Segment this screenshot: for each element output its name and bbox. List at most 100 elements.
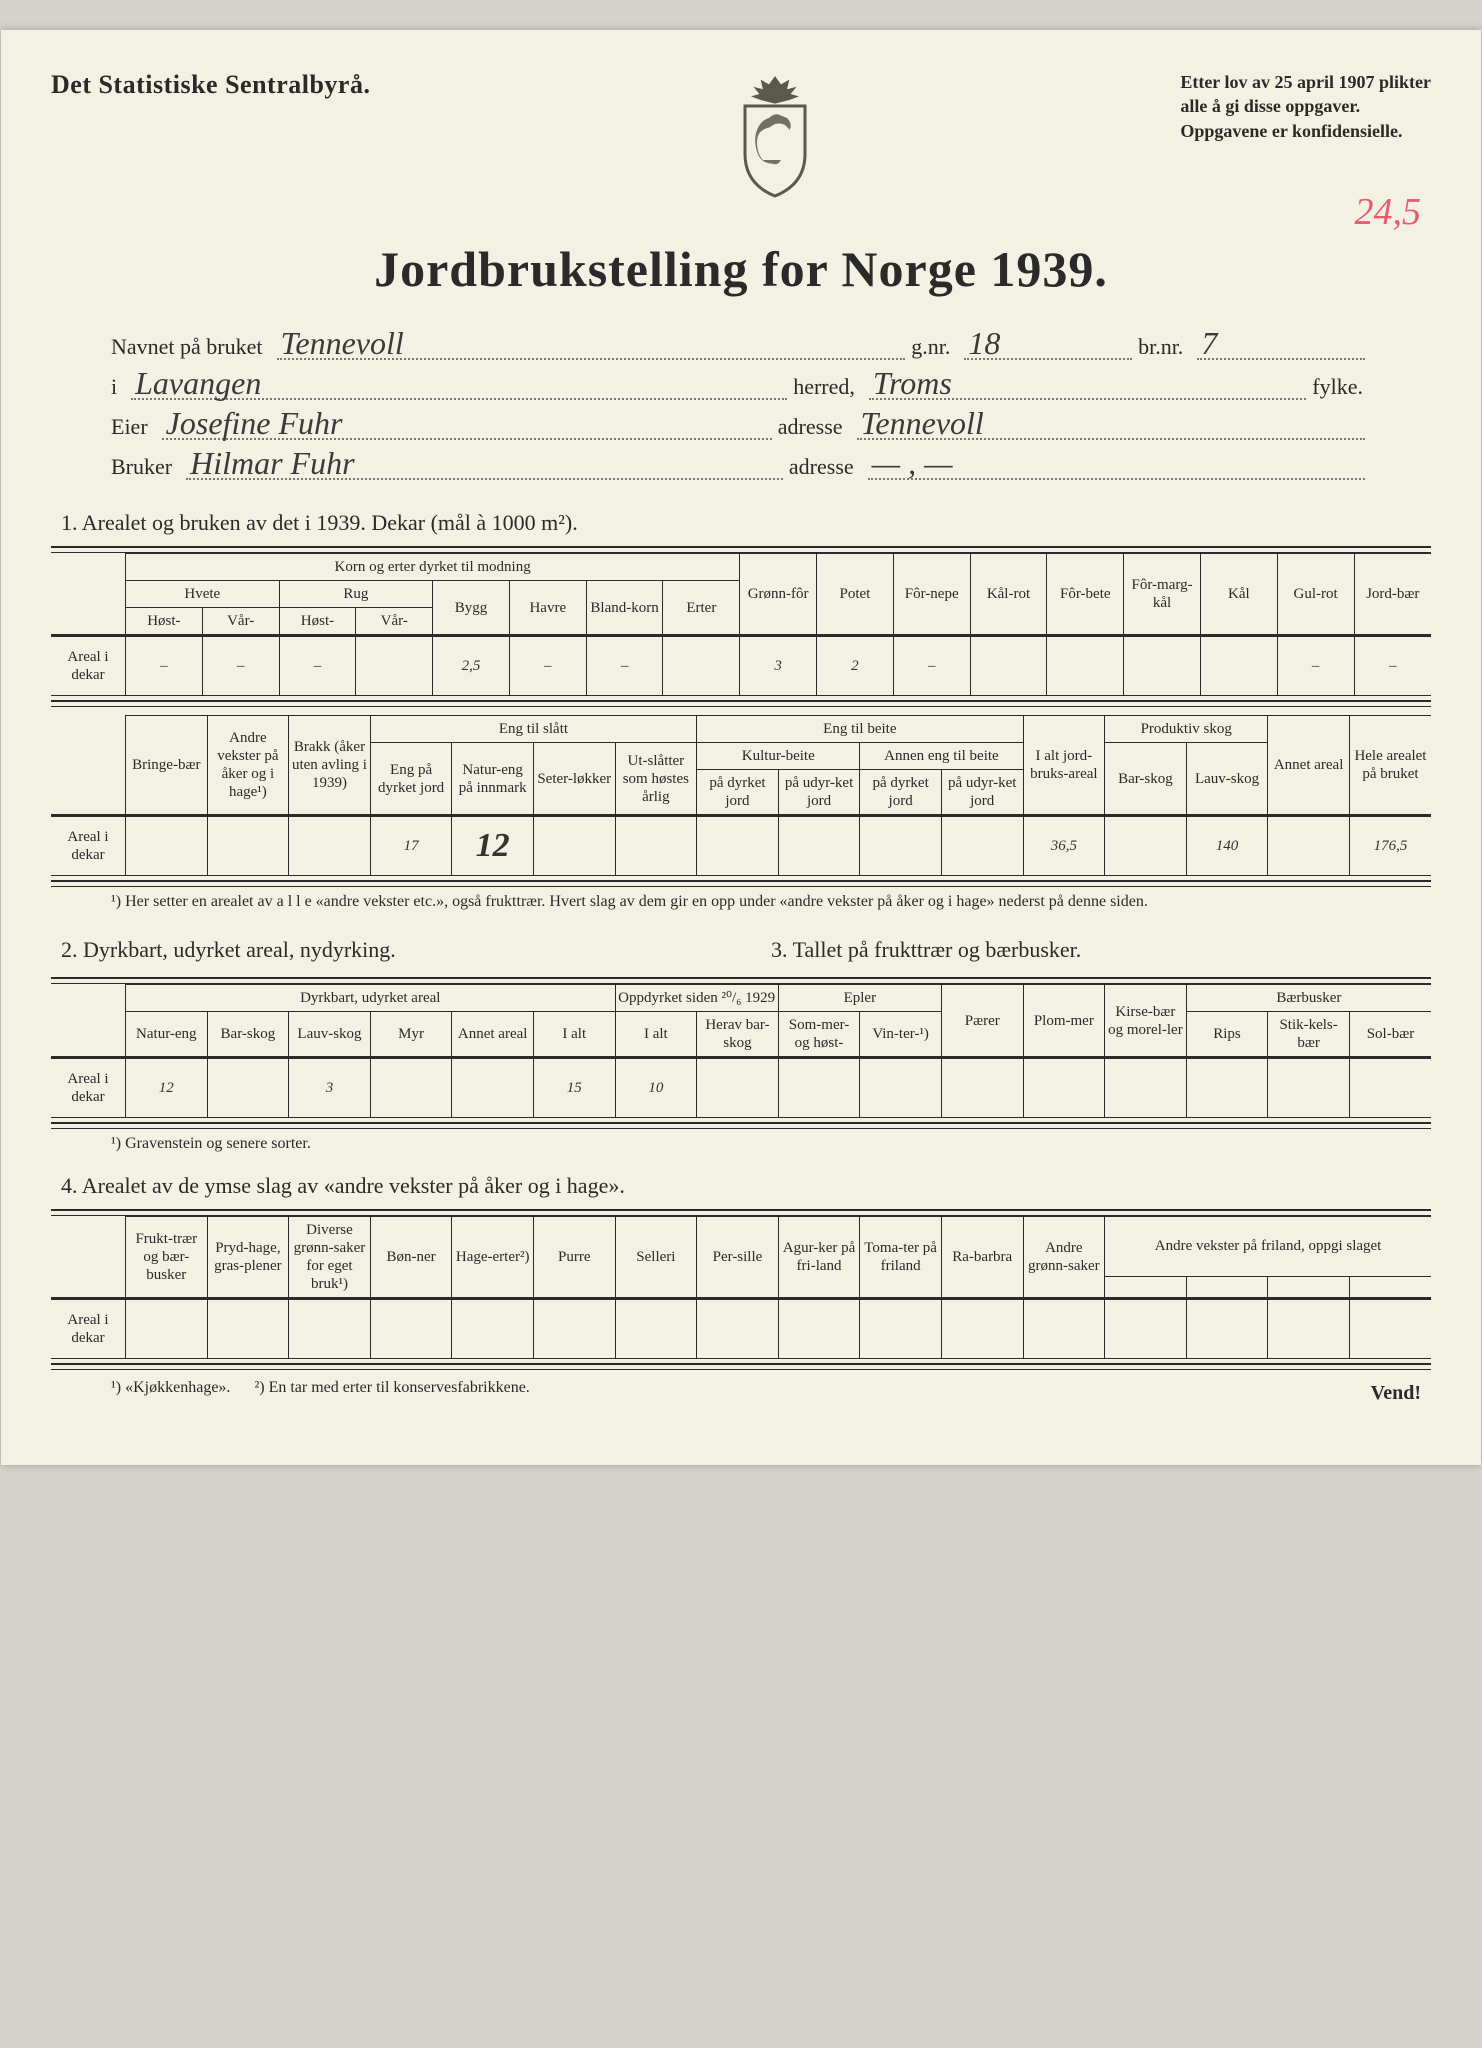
kalrot-col: Kål-rot: [970, 554, 1047, 636]
legal-notice: Etter lov av 25 april 1907 plikter alle …: [1180, 70, 1431, 143]
cell: –: [893, 636, 970, 696]
cell: [778, 1299, 860, 1359]
table-2-3: Dyrkbart, udyrket areal Oppdyrket siden …: [51, 984, 1431, 1118]
cell: [1023, 1058, 1105, 1118]
nat2-value: 12: [126, 1058, 208, 1118]
section-2-footnote: ¹) Gravenstein og senere sorter.: [111, 1135, 1431, 1153]
bruker-label: Bruker: [111, 454, 180, 480]
rips-col: Rips: [1186, 1012, 1268, 1058]
cell: –: [202, 636, 279, 696]
seter-col: Seter-løkker: [533, 743, 615, 816]
cell: [1186, 1299, 1268, 1359]
blandkorn-col: Bland-korn: [586, 581, 663, 636]
kb-udyrket: på udyr-ket jord: [778, 770, 860, 816]
cell: [941, 816, 1023, 876]
gnr-label: g.nr.: [911, 334, 958, 360]
cell: [370, 1058, 452, 1118]
brnr-label: br.nr.: [1138, 334, 1191, 360]
cell: [1105, 1299, 1187, 1359]
eier-value: Josefine Fuhr: [166, 405, 343, 442]
cell: [663, 636, 740, 696]
natureng-col: Natur-eng på innmark: [452, 743, 534, 816]
cell: [289, 816, 371, 876]
hvete-var: Vår-: [202, 608, 279, 636]
cell: [1268, 1058, 1350, 1118]
paerer-col: Pærer: [941, 985, 1023, 1058]
property-form: Navnet på bruket Tennevoll g.nr. 18 br.n…: [111, 328, 1371, 480]
header: Det Statistiske Sentralbyrå. Etter lov a…: [51, 70, 1431, 200]
cell: [452, 1058, 534, 1118]
cell: [1186, 1058, 1268, 1118]
vinter-col: Vin-ter-¹): [860, 1012, 942, 1058]
barskog2-col: Bar-skog: [207, 1012, 289, 1058]
ialt-value: 36,5: [1023, 816, 1105, 876]
prod-skog-header: Produktiv skog: [1105, 716, 1268, 743]
havre-col: Havre: [509, 581, 586, 636]
areal-label-2: Areal i dekar: [51, 1058, 126, 1118]
table-1a: Korn og erter dyrket til modning Grønn-f…: [51, 553, 1431, 696]
table-1b: Bringe-bær Andre vekster på åker og i ha…: [51, 715, 1431, 876]
cell: [697, 816, 779, 876]
eier-adr-value: Tennevoll: [861, 405, 984, 442]
plommer-col: Plom-mer: [1023, 985, 1105, 1058]
cell: [126, 816, 208, 876]
baerbusker-header: Bærbusker: [1186, 985, 1431, 1012]
cell: –: [509, 636, 586, 696]
diverse-col: Diverse grønn-saker for eget bruk¹): [289, 1217, 371, 1299]
friland-3: [1268, 1276, 1350, 1298]
legal-line-3: Oppgavene er konfidensielle.: [1180, 119, 1431, 143]
agency-name: Det Statistiske Sentralbyrå.: [51, 70, 370, 100]
cell: –: [1277, 636, 1354, 696]
ialt2-col: I alt: [533, 1012, 615, 1058]
cell: [1349, 1299, 1431, 1359]
navnet-value: Tennevoll: [281, 325, 404, 362]
rabarbra-col: Ra-barbra: [941, 1217, 1023, 1299]
bruker-value: Hilmar Fuhr: [190, 445, 354, 482]
gronnfor-value: 3: [740, 636, 817, 696]
cell: [289, 1299, 371, 1359]
hele-value: 176,5: [1349, 816, 1431, 876]
cell: [452, 1299, 534, 1359]
friland-2: [1186, 1276, 1268, 1298]
eng-beite-header: Eng til beite: [697, 716, 1023, 743]
fornepe-col: Fôr-nepe: [893, 554, 970, 636]
korn-header: Korn og erter dyrket til modning: [126, 554, 740, 581]
cell: [970, 636, 1047, 696]
cell: [533, 816, 615, 876]
section-4-footnote-1: ¹) «Kjøkkenhage».: [111, 1379, 230, 1396]
red-annotation: 24,5: [1355, 190, 1422, 234]
andre-gronn-col: Andre grønn-saker: [1023, 1217, 1105, 1299]
lauvskog2-col: Lauv-skog: [289, 1012, 371, 1058]
cell: [1200, 636, 1277, 696]
opp-value: 10: [615, 1058, 697, 1118]
eng-dyrket-col: Eng på dyrket jord: [370, 743, 452, 816]
ialt2-value: 15: [533, 1058, 615, 1118]
utslatter-col: Ut-slåtter som høstes årlig: [615, 743, 697, 816]
census-form-page: Det Statistiske Sentralbyrå. Etter lov a…: [1, 30, 1481, 1465]
kirse-col: Kirse-bær og morel-ler: [1105, 985, 1187, 1058]
cell: [697, 1299, 779, 1359]
annet-col: Annet areal: [452, 1012, 534, 1058]
areal-label-1b: Areal i dekar: [51, 816, 126, 876]
kb-dyrket: på dyrket jord: [697, 770, 779, 816]
cell: [941, 1058, 1023, 1118]
cell: [1268, 1299, 1350, 1359]
eier-adr-label: adresse: [778, 414, 851, 440]
bygg-col: Bygg: [433, 581, 510, 636]
friland-1: [1105, 1276, 1187, 1298]
annenbeite-col: Annen eng til beite: [860, 743, 1023, 770]
cell: [860, 1058, 942, 1118]
eier-label: Eier: [111, 414, 156, 440]
kulturbeite-col: Kultur-beite: [697, 743, 860, 770]
cell: [207, 1058, 289, 1118]
vend-label: Vend!: [1371, 1382, 1431, 1405]
rug-var: Vår-: [356, 608, 433, 636]
bruker-adr-value: — , —: [872, 445, 953, 482]
annet-areal-col: Annet areal: [1268, 716, 1350, 816]
frukt-col: Frukt-trær og bær-busker: [126, 1217, 208, 1299]
ialt3-col: I alt: [615, 1012, 697, 1058]
epler-header: Epler: [778, 985, 941, 1012]
section-1-footnote: ¹) Her setter en arealet av a l l e «and…: [111, 893, 1431, 911]
cell: [860, 1299, 942, 1359]
cell: [207, 1299, 289, 1359]
